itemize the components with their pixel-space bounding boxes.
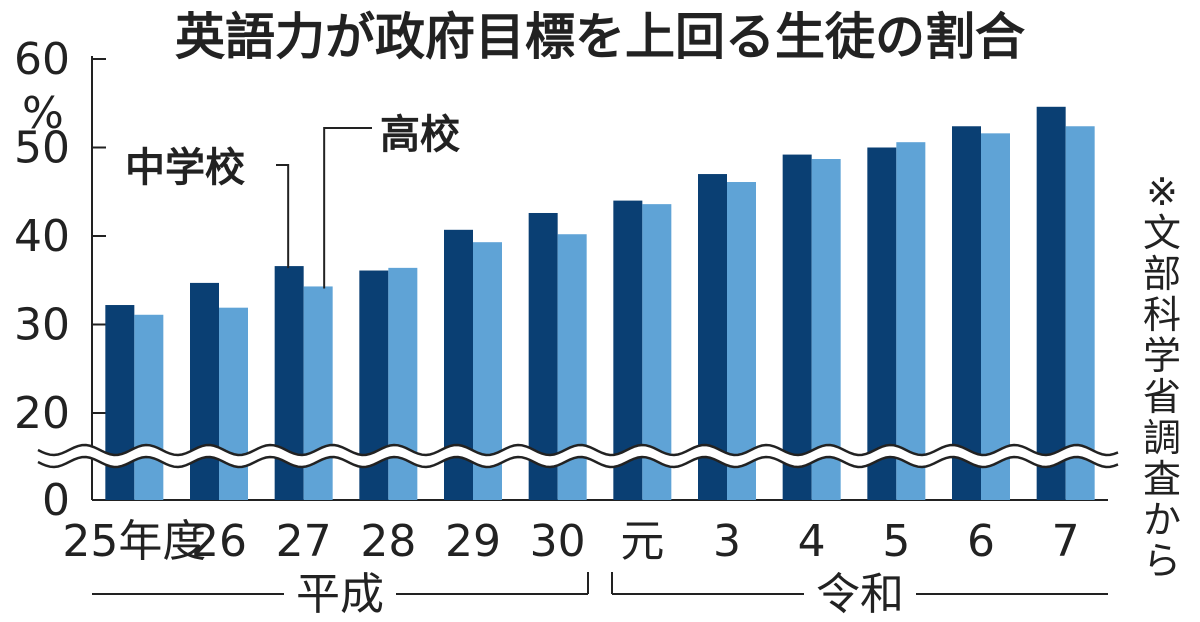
bar-high-school <box>219 307 248 500</box>
x-tick-label: 26 <box>191 516 247 567</box>
bar-high-school <box>1065 126 1095 500</box>
era-label: 令和 <box>816 569 904 618</box>
x-tick-label: 5 <box>882 516 910 567</box>
bar-junior-high <box>782 154 812 500</box>
x-tick-label: 6 <box>967 516 995 567</box>
legend-leader-high-school <box>323 127 372 289</box>
x-tick-label: 7 <box>1052 516 1080 567</box>
y-tick-label: 50 <box>14 123 70 174</box>
x-tick-label: 25年度 <box>62 516 206 567</box>
y-tick-label: 0 <box>42 475 70 526</box>
bar-high-school <box>134 314 164 500</box>
bar-high-school <box>811 159 841 500</box>
x-tick-label: 28 <box>360 516 416 567</box>
axis-break-line <box>37 443 1119 457</box>
legend-leader-junior-high <box>276 164 290 269</box>
legend-label-high-school: 高校 <box>380 112 460 158</box>
bar-high-school <box>727 182 756 500</box>
bar-high-school <box>303 286 333 500</box>
bar-junior-high <box>1036 106 1066 500</box>
bar-junior-high <box>190 282 219 500</box>
x-tick-label: 元 <box>620 516 664 567</box>
era-label: 平成 <box>296 569 384 618</box>
source-char: ※ <box>1146 170 1178 214</box>
source-char: 文 <box>1143 211 1181 255</box>
x-tick-label: 27 <box>276 516 332 567</box>
x-tick-label: 4 <box>798 516 826 567</box>
legend-label-junior-high: 中学校 <box>125 145 245 191</box>
axis-break-line <box>37 455 1119 469</box>
bar-high-school <box>981 133 1010 500</box>
x-tick-label: 30 <box>530 516 586 567</box>
source-char: 省 <box>1143 375 1181 419</box>
y-tick-label: 30 <box>14 300 70 351</box>
source-char: 調 <box>1143 416 1181 460</box>
source-char: 部 <box>1143 252 1181 296</box>
y-tick-label: 40 <box>14 211 70 262</box>
bar-high-school <box>388 267 418 500</box>
source-char: 科 <box>1143 293 1181 337</box>
y-tick-label: 20 <box>14 388 70 439</box>
y-unit-label: % <box>22 88 64 139</box>
x-tick-label: 3 <box>713 516 741 567</box>
source-note: ※文部科学省調査から <box>1143 170 1181 583</box>
source-char: 学 <box>1143 334 1181 378</box>
chart-title: 英語力が政府目標を上回る生徒の割合 <box>175 8 1025 66</box>
bar-junior-high <box>952 126 981 500</box>
source-char: ら <box>1143 539 1181 583</box>
source-char: 査 <box>1143 457 1181 501</box>
y-tick-label: 60 <box>14 34 70 85</box>
bar-junior-high <box>105 305 135 500</box>
x-tick-label: 29 <box>445 516 501 567</box>
bar-high-school <box>896 142 926 500</box>
bar-junior-high <box>867 147 897 500</box>
source-char: か <box>1143 498 1181 542</box>
